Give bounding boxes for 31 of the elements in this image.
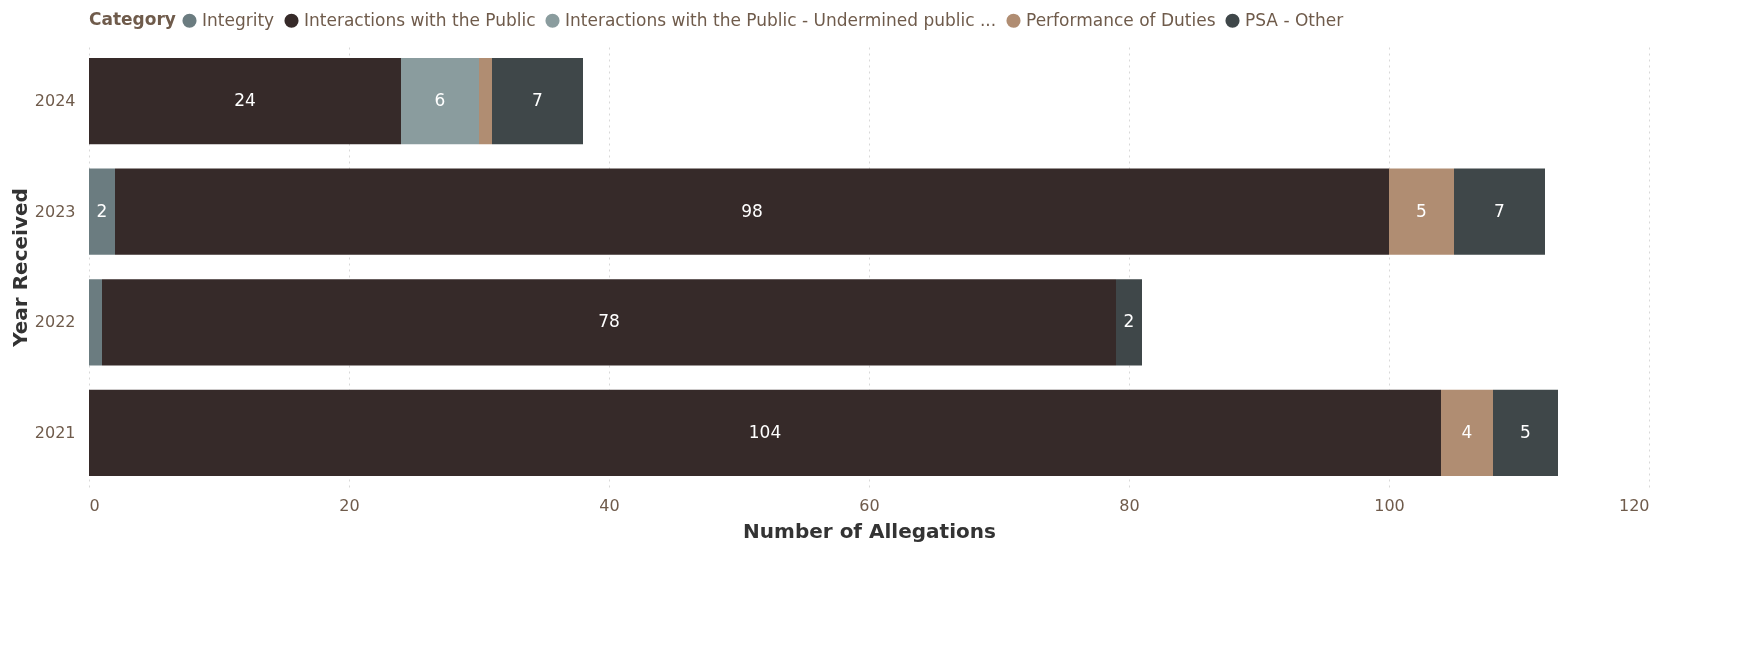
y-tick-label: 2024 [34, 91, 76, 111]
y-tick-label: 2022 [34, 312, 76, 332]
legend-title: Category [89, 9, 176, 29]
data-label: 5 [1416, 200, 1427, 221]
x-tick-label: 60 [859, 495, 880, 515]
data-label: 78 [598, 311, 620, 332]
x-tick-label: 0 [89, 495, 100, 515]
x-axis-title: Number of Allegations [743, 518, 996, 543]
data-label: 2 [1123, 311, 1135, 332]
data-label: 104 [748, 421, 782, 442]
data-label: 4 [1461, 421, 1473, 442]
x-tick-label: 100 [1374, 495, 1405, 515]
x-tick-label: 80 [1119, 495, 1140, 515]
data-label: 6 [434, 90, 446, 111]
legend-label: Interactions with the Public - Undermined public ... [565, 9, 997, 30]
data-label: 5 [1520, 421, 1531, 442]
y-axis-title: Year Received [7, 188, 32, 348]
legend-label: Integrity [202, 9, 275, 30]
x-tick-label: 120 [1618, 495, 1650, 515]
x-tick-label: 20 [339, 495, 360, 515]
data-label: 24 [234, 90, 256, 111]
legend-label: Interactions with the Public [304, 9, 536, 30]
x-tick-label: 40 [599, 495, 620, 515]
data-label: 98 [741, 200, 763, 221]
y-tick-label: 2023 [34, 201, 76, 221]
data-label: 7 [1494, 200, 1505, 221]
data-label: 2 [96, 200, 108, 221]
data-label: 7 [532, 90, 543, 111]
legend-label: PSA - Other [1245, 9, 1344, 30]
y-tick-label: 2021 [34, 422, 76, 442]
legend-label: Performance of Duties [1026, 9, 1216, 30]
